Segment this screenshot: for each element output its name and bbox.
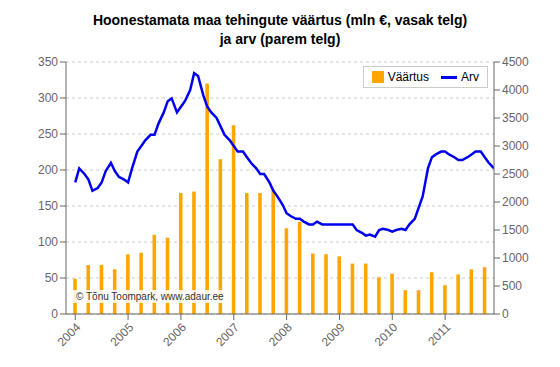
svg-text:2007: 2007 [213, 320, 242, 349]
html-text:Väärtus: Väärtus [387, 70, 429, 84]
svg-text:4000: 4000 [502, 83, 529, 97]
svg-text:4500: 4500 [502, 55, 529, 69]
svg-text:2004: 2004 [55, 320, 84, 349]
svg-text:150: 150 [38, 199, 58, 213]
svg-text:0: 0 [502, 307, 509, 321]
html-text:Arv: Arv [461, 70, 479, 84]
svg-text:2500: 2500 [502, 167, 529, 181]
svg-text:3500: 3500 [502, 111, 529, 125]
svg-text:1500: 1500 [502, 223, 529, 237]
html-text:Hoonestamata maa tehingute vää: Hoonestamata maa tehingute väärtus (mln … [92, 12, 468, 28]
svg-text:100: 100 [38, 235, 58, 249]
svg-text:0: 0 [51, 307, 58, 321]
svg-text:2011: 2011 [425, 320, 453, 348]
svg-text:2009: 2009 [319, 320, 348, 349]
html-text:ja arv (parem telg): ja arv (parem telg) [219, 31, 341, 47]
svg-text:2005: 2005 [107, 320, 136, 349]
svg-text:2000: 2000 [502, 195, 529, 209]
html-text:© Tõnu Toompark, www.adaur.ee: © Tõnu Toompark, www.adaur.ee [76, 291, 224, 302]
svg-text:250: 250 [38, 127, 58, 141]
svg-text:350: 350 [38, 55, 58, 69]
svg-text:2010: 2010 [372, 320, 401, 349]
svg-text:200: 200 [38, 163, 58, 177]
svg-text:500: 500 [502, 279, 522, 293]
svg-text:3000: 3000 [502, 139, 529, 153]
svg-text:1000: 1000 [502, 251, 529, 265]
svg-text:50: 50 [45, 271, 59, 285]
svg-text:300: 300 [38, 91, 58, 105]
svg-text:2006: 2006 [160, 320, 189, 349]
svg-text:2008: 2008 [266, 320, 295, 349]
